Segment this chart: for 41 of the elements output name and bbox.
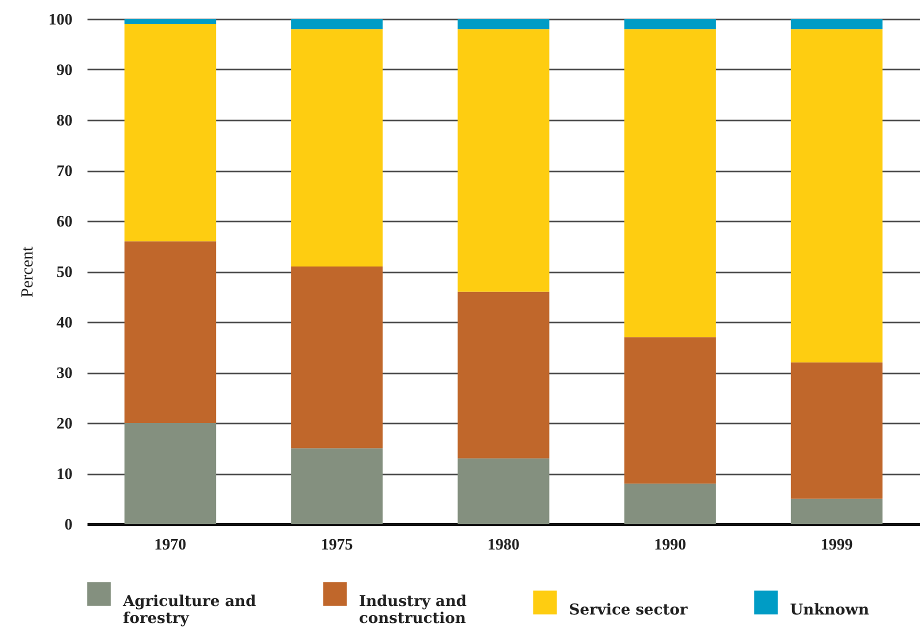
bar xyxy=(624,29,716,338)
bar xyxy=(790,498,883,524)
legend-label: Agriculture and forestry xyxy=(122,592,257,627)
bar xyxy=(291,19,383,30)
bar xyxy=(790,29,883,362)
y-tick-label: 20 xyxy=(56,416,72,432)
bar xyxy=(458,458,550,524)
x-tick-label: 1980 xyxy=(488,536,520,554)
y-tick-label: 100 xyxy=(48,12,72,28)
y-tick-label: 70 xyxy=(56,163,72,180)
bar xyxy=(624,484,716,524)
y-tick-label: 10 xyxy=(56,466,72,483)
legend-label: Unknown xyxy=(790,600,870,618)
x-tick-label: 1975 xyxy=(320,536,353,554)
y-tick-label: 60 xyxy=(56,214,72,230)
y-tick-label: 90 xyxy=(56,62,72,79)
y-tick-label: 50 xyxy=(56,264,72,281)
legend-label: Industry and construction xyxy=(359,592,468,627)
bar xyxy=(458,19,550,30)
bar xyxy=(291,448,383,524)
y-tick-label: 30 xyxy=(56,365,72,382)
bar xyxy=(458,29,550,292)
legend-label: Service sector xyxy=(569,600,689,618)
x-tick-label: 1970 xyxy=(154,536,186,554)
bar xyxy=(291,266,383,448)
bar xyxy=(458,292,550,458)
y-tick-label: 0 xyxy=(64,516,72,534)
y-tick-label: 40 xyxy=(56,314,72,332)
bar xyxy=(124,423,216,524)
x-tick-label: 1990 xyxy=(654,536,686,554)
y-tick-label: 80 xyxy=(56,112,72,130)
bar xyxy=(790,19,883,30)
bar xyxy=(624,337,716,484)
bar xyxy=(790,362,883,499)
bar xyxy=(624,19,716,30)
x-tick-label: 1999 xyxy=(820,536,853,554)
bar xyxy=(124,241,216,423)
bar xyxy=(124,19,216,24)
y-axis-title: Percent xyxy=(18,246,36,298)
bar xyxy=(124,24,216,242)
bar xyxy=(291,29,383,266)
